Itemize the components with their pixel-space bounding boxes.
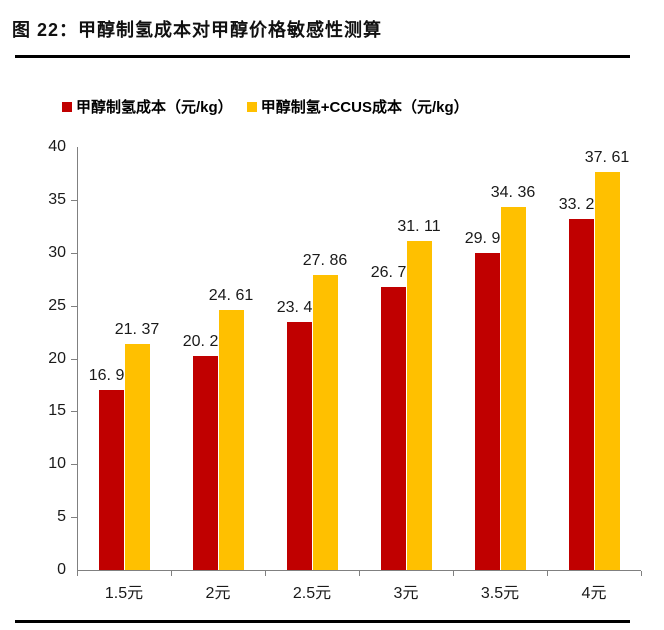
y-axis-tick-label: 15 <box>48 402 66 420</box>
legend-label: 甲醇制氢+CCUS成本（元/kg） <box>260 99 469 116</box>
bar-value-label: 37. 61 <box>584 149 630 167</box>
x-category-label: 3.5元 <box>480 585 520 602</box>
x-category-label: 2.5元 <box>292 585 332 602</box>
figure-title: 图 22：甲醇制氢成本对甲醇价格敏感性测算 <box>12 20 383 40</box>
bar-value-label: 20. 23 <box>182 333 228 351</box>
bottom-rule <box>15 620 630 623</box>
bar-value-label: 23. 48 <box>276 298 322 316</box>
bar-value-label: 16. 99 <box>88 367 134 385</box>
y-axis-tick <box>71 464 77 466</box>
x-axis-tick <box>359 571 360 576</box>
x-axis-tick <box>265 571 266 576</box>
bar-red <box>192 356 218 570</box>
y-axis-tick-label: 35 <box>48 190 66 208</box>
x-category-label: 2元 <box>205 585 231 602</box>
bar-yellow <box>312 275 338 570</box>
bar-red <box>568 218 594 570</box>
y-axis-tick <box>71 199 77 201</box>
y-axis-line <box>77 147 78 570</box>
y-axis-tick <box>71 252 77 254</box>
bar-value-label: 26. 73 <box>370 264 416 282</box>
y-axis-tick-label: 25 <box>48 296 66 314</box>
legend-label: 甲醇制氢成本（元/kg） <box>76 99 233 116</box>
legend-item-hydrogen-cost: 甲醇制氢成本（元/kg） <box>62 96 233 117</box>
y-axis-tick-label: 0 <box>57 561 66 578</box>
chart-legend: 甲醇制氢成本（元/kg） 甲醇制氢+CCUS成本（元/kg） <box>62 96 469 117</box>
y-axis-tick <box>71 358 77 360</box>
bar-value-label: 33. 23 <box>558 195 604 213</box>
bar-value-label: 27. 86 <box>302 252 348 270</box>
x-axis-tick <box>453 571 454 576</box>
bar-value-label: 29. 98 <box>464 229 510 247</box>
y-axis-tick-label: 5 <box>57 508 66 526</box>
x-category-label: 4元 <box>581 585 607 602</box>
legend-item-hydrogen-ccus-cost: 甲醇制氢+CCUS成本（元/kg） <box>246 96 469 117</box>
bar-red <box>474 252 500 570</box>
bar-yellow <box>218 309 244 570</box>
x-axis-tick <box>547 571 548 576</box>
bar-value-label: 24. 61 <box>208 286 254 304</box>
x-category-label: 3元 <box>393 585 419 602</box>
y-axis-tick <box>71 411 77 413</box>
bar-value-label: 21. 37 <box>114 321 160 338</box>
bar-yellow <box>594 172 620 570</box>
y-axis-tick <box>71 305 77 307</box>
x-axis-tick <box>171 571 172 576</box>
x-category-label: 1.5元 <box>104 585 144 602</box>
bar-red <box>286 321 312 570</box>
bar-red <box>98 390 124 570</box>
y-axis-tick-label: 40 <box>48 138 66 155</box>
bar-value-label: 31. 11 <box>397 218 441 235</box>
x-axis-line <box>77 570 641 571</box>
legend-swatch-red <box>62 101 72 112</box>
bar-yellow <box>124 344 150 570</box>
bar-value-label: 34. 36 <box>490 183 536 201</box>
y-axis-tick <box>71 517 77 519</box>
y-axis-tick-label: 10 <box>48 455 66 473</box>
x-axis-tick <box>641 571 642 576</box>
bar-yellow <box>500 206 526 570</box>
bar-yellow <box>406 241 432 570</box>
y-axis-tick-label: 30 <box>48 243 66 261</box>
bar-red <box>380 287 406 570</box>
y-axis-tick-label: 20 <box>48 349 66 367</box>
title-underline <box>15 55 630 58</box>
legend-swatch-yellow <box>246 101 257 112</box>
x-axis-tick <box>77 571 78 576</box>
